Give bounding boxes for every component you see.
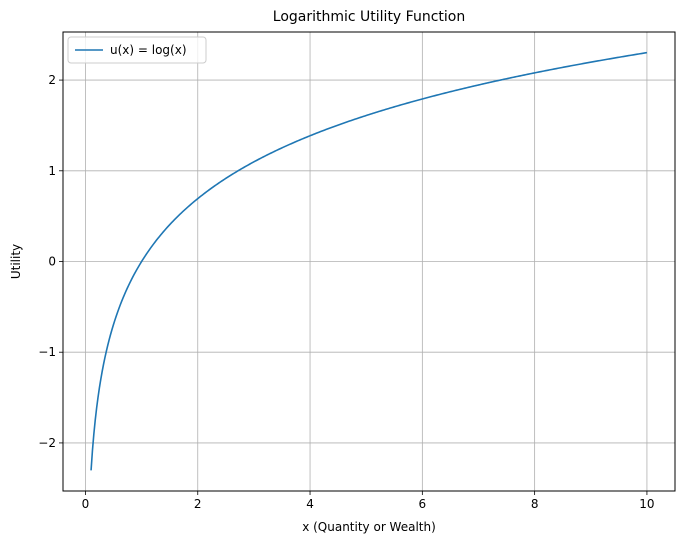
legend-box [67, 36, 207, 64]
series-layer [90, 51, 648, 471]
y-axis-label: Utility [9, 244, 23, 279]
x-tick-label: 10 [639, 497, 654, 511]
x-tick-label: 2 [194, 497, 202, 511]
y-axis-ticks: −2 −1 0 1 2 [38, 73, 63, 450]
x-axis-label: x (Quantity or Wealth) [302, 520, 436, 534]
y-tick-label: −1 [38, 345, 56, 359]
y-tick-label: 2 [48, 73, 56, 87]
x-tick-label: 4 [306, 497, 314, 511]
x-axis-ticks: 0 2 4 6 8 10 [82, 491, 655, 511]
x-tick-label: 8 [531, 497, 539, 511]
series-line [90, 51, 648, 471]
x-tick-label: 6 [419, 497, 427, 511]
y-tick-label: 0 [48, 255, 56, 269]
y-tick-label: 1 [48, 164, 56, 178]
legend: u(x) = log(x) [67, 36, 207, 64]
x-tick-label: 0 [82, 497, 90, 511]
grid [63, 32, 675, 491]
legend-label: u(x) = log(x) [110, 43, 187, 57]
chart-title: Logarithmic Utility Function [273, 9, 465, 25]
y-tick-label: −2 [38, 436, 56, 450]
